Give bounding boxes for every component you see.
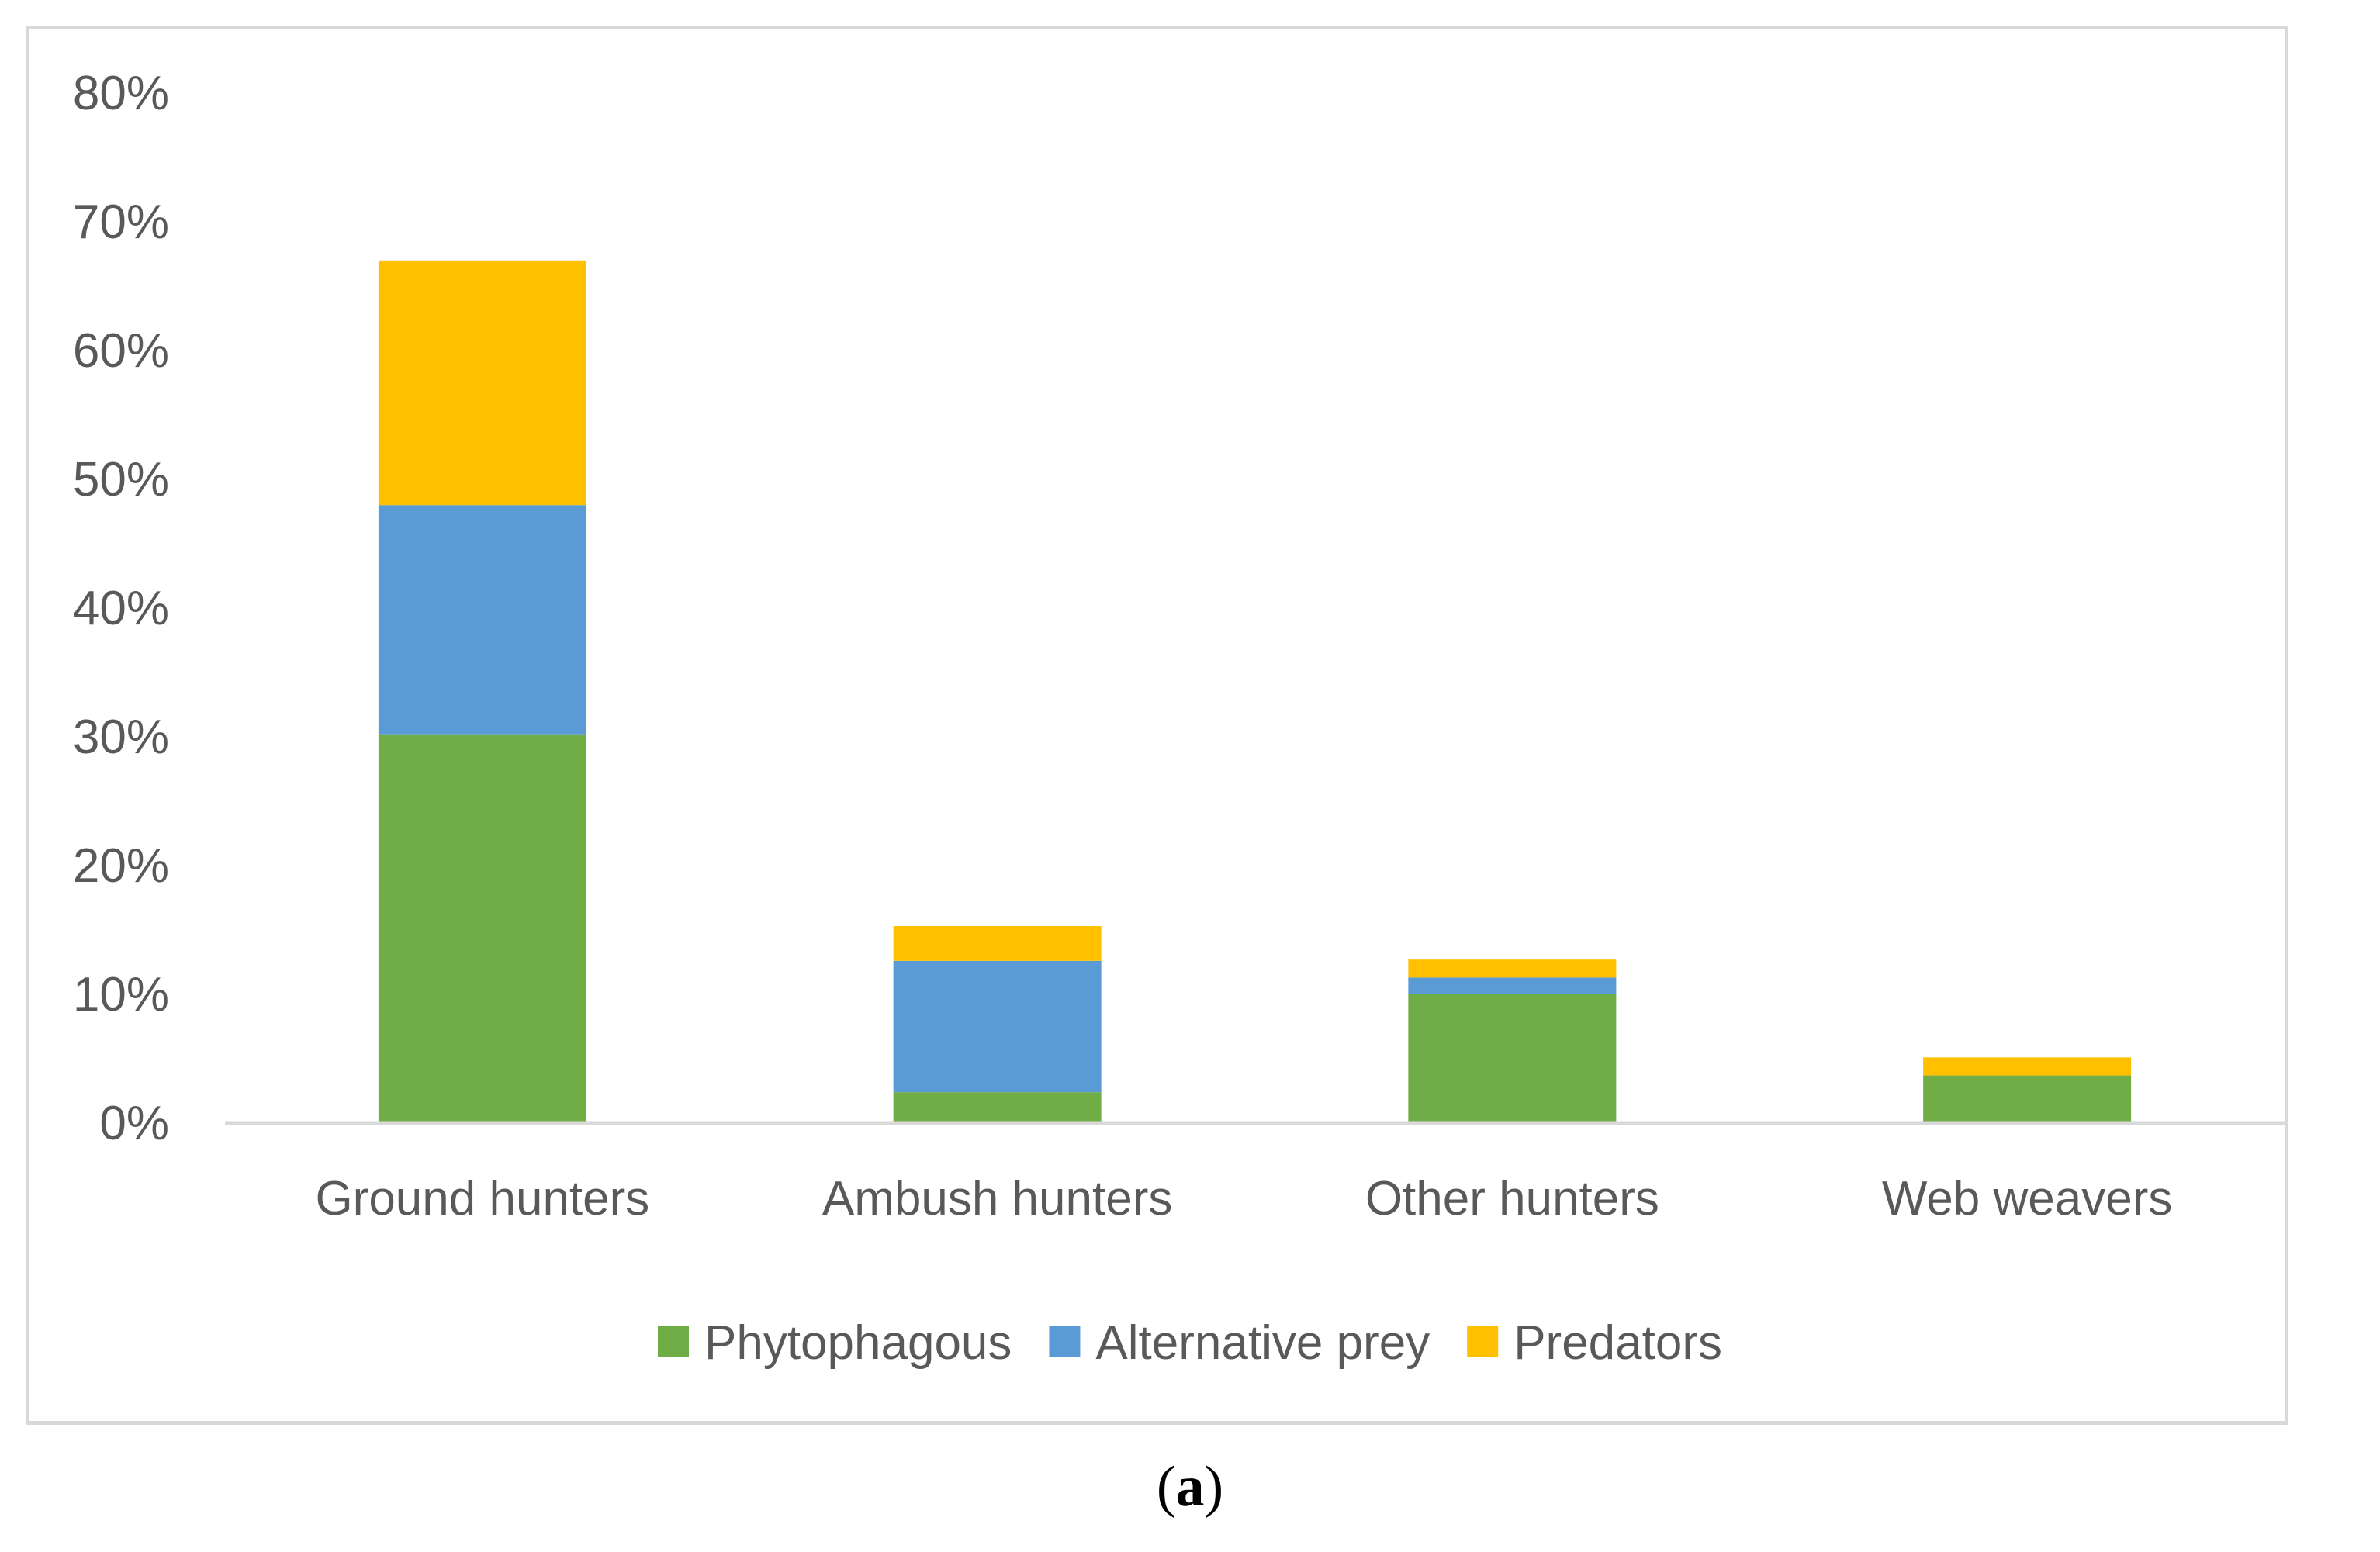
bar-segment: [1408, 994, 1617, 1123]
caption-close: ): [1204, 1455, 1224, 1519]
stacked-bar-chart: 0% 10% 20% 30% 40% 50% 60% 70% 80% Ground hunter…: [73, 67, 2285, 1370]
y-tick-label: 10%: [73, 968, 169, 1021]
legend: Phytophagous Alternative prey Predators: [657, 1316, 1722, 1370]
x-category-label: Ambush hunters: [822, 1172, 1172, 1225]
bar-segment: [1923, 1075, 2132, 1123]
legend-swatch: [1467, 1326, 1499, 1357]
caption-open: (: [1156, 1455, 1176, 1519]
bar-segment: [893, 960, 1102, 1093]
x-category-label: Web weavers: [1882, 1172, 2172, 1225]
y-tick-label: 30%: [73, 710, 169, 764]
legend-swatch: [1049, 1326, 1081, 1357]
y-tick-label: 0%: [99, 1097, 169, 1150]
x-category-label: Other hunters: [1365, 1172, 1659, 1225]
y-tick-label: 70%: [73, 195, 169, 249]
bar-segment: [378, 734, 586, 1123]
bar-segment: [1923, 1057, 2132, 1076]
y-tick-label: 40%: [73, 582, 169, 635]
y-tick-label: 80%: [73, 67, 169, 120]
legend-label: Phytophagous: [704, 1316, 1012, 1370]
y-axis-ticks: 0% 10% 20% 30% 40% 50% 60% 70% 80%: [73, 67, 169, 1150]
bar-segment: [378, 260, 586, 506]
figure-caption: (a): [0, 1454, 2380, 1520]
y-tick-label: 20%: [73, 839, 169, 893]
category-labels: Ground hunters Ambush hunters Other hunter…: [315, 1172, 2172, 1225]
bar-segment: [378, 505, 586, 735]
bar-segment: [893, 1092, 1102, 1123]
y-tick-label: 60%: [73, 324, 169, 378]
bars: [378, 260, 2132, 1123]
legend-swatch: [657, 1326, 689, 1357]
legend-label: Predators: [1513, 1316, 1722, 1370]
y-tick-label: 50%: [73, 453, 169, 506]
x-category-label: Ground hunters: [315, 1172, 649, 1225]
bar-segment: [893, 926, 1102, 961]
legend-label: Alternative prey: [1095, 1316, 1430, 1370]
bar-segment: [1408, 959, 1617, 978]
bar-segment: [1408, 977, 1617, 994]
caption-letter: a: [1175, 1455, 1205, 1519]
